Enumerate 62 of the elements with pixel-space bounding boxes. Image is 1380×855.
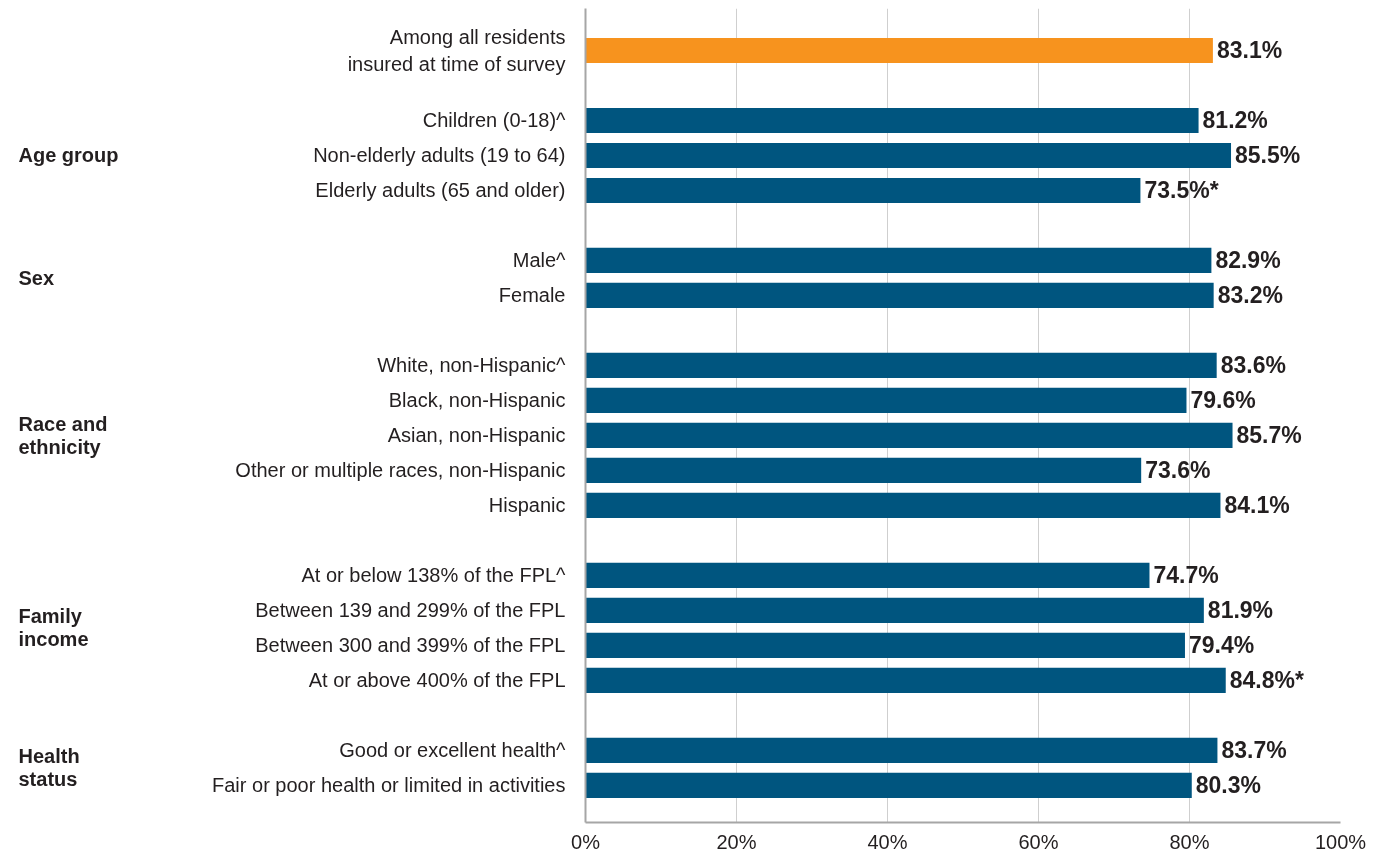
data-label: 74.7% <box>1153 562 1219 589</box>
bar <box>585 177 1141 204</box>
y-tick-label: Hispanic <box>488 494 566 517</box>
text: Family income <box>18 605 89 651</box>
data-label: 82.9% <box>1215 247 1281 274</box>
y-tick-label: Between 139 and 299% of the FPL <box>255 599 566 622</box>
bar <box>585 737 1218 764</box>
data-label: 83.2% <box>1217 282 1283 309</box>
y-tick-label: White, non-Hispanic^ <box>377 354 567 377</box>
y-tick-label: At or below 138% of the FPL^ <box>301 564 567 587</box>
data-label: 73.5%* <box>1144 177 1219 204</box>
bar <box>585 457 1142 484</box>
data-label: 79.6% <box>1190 387 1256 414</box>
y-tick-label: Elderly adults (65 and older) <box>315 179 566 202</box>
bar <box>585 282 1214 309</box>
bar <box>585 142 1232 169</box>
bar <box>585 597 1204 624</box>
y-tick-label: Male^ <box>512 249 567 272</box>
x-tick-label: 100% <box>1314 830 1367 853</box>
bar <box>585 562 1150 589</box>
bar <box>585 492 1221 519</box>
bar <box>585 667 1226 694</box>
data-label: 73.6% <box>1145 457 1211 484</box>
bar <box>585 37 1213 64</box>
text: Health status <box>18 745 80 791</box>
y-tick-label: Asian, non-Hispanic <box>387 424 566 447</box>
data-label: 83.6% <box>1220 352 1286 379</box>
data-label: 84.1% <box>1224 492 1290 519</box>
y-tick-label: Good or excellent health^ <box>339 739 567 762</box>
bar <box>585 107 1199 134</box>
bar <box>585 422 1233 449</box>
x-tick-label: 40% <box>867 830 908 853</box>
data-label: 85.5% <box>1235 142 1301 169</box>
y-tick-label: Other or multiple races, non-Hispanic <box>235 459 566 482</box>
y-tick-label: Among all residents insured at time of survey <box>347 26 566 75</box>
bar <box>585 632 1185 659</box>
y-tick-label: Children (0-18)^ <box>422 109 567 132</box>
x-tick-label: 0% <box>571 830 601 853</box>
data-label: 83.1% <box>1216 37 1283 64</box>
data-label: 81.2% <box>1202 107 1268 134</box>
y-tick-label: Between 300 and 399% of the FPL <box>255 634 566 657</box>
data-label: 80.3% <box>1195 772 1261 799</box>
x-tick-label: 60% <box>1018 830 1059 853</box>
x-tick-label: 80% <box>1169 830 1210 853</box>
data-label: 81.9% <box>1207 597 1274 624</box>
y-tick-label: At or above 400% of the FPL <box>308 669 566 692</box>
data-label: 79.4% <box>1188 632 1255 659</box>
y-tick-label: Black, non-Hispanic <box>388 389 566 412</box>
data-label: 84.8%* <box>1229 667 1304 694</box>
y-tick-label: Female <box>498 284 566 307</box>
data-label: 83.7% <box>1221 737 1287 764</box>
bar <box>585 387 1187 414</box>
bar <box>585 352 1217 379</box>
y-tick-label: Fair or poor health or limited in activities <box>212 774 566 797</box>
text: Race and ethnicity <box>18 412 108 458</box>
text: Age group <box>18 144 119 167</box>
bar <box>585 247 1212 274</box>
text: Sex <box>18 266 55 289</box>
bar <box>585 772 1192 798</box>
y-tick-label: Non-elderly adults (19 to 64) <box>313 144 566 167</box>
data-label: 85.7% <box>1236 422 1302 449</box>
x-tick-label: 20% <box>716 830 757 853</box>
